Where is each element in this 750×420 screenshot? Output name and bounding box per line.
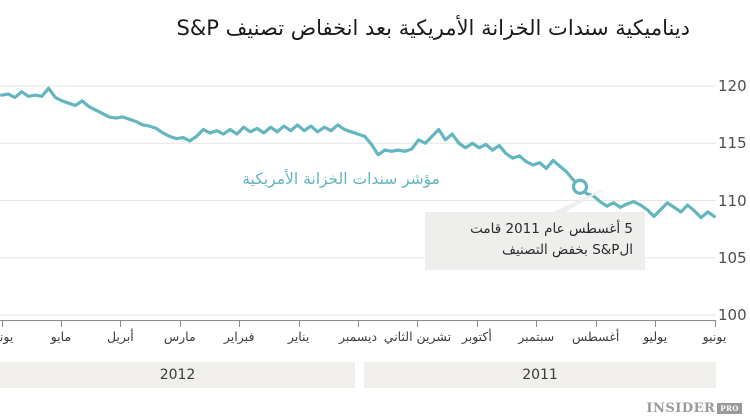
y-axis-labels: 120 115 110 105 100 bbox=[718, 77, 750, 330]
x-tick bbox=[1, 321, 3, 327]
x-tick bbox=[179, 321, 181, 327]
x-tick bbox=[655, 321, 657, 327]
x-tick bbox=[120, 321, 122, 327]
x-tick-label: يونيو bbox=[0, 329, 14, 344]
x-tick-label: يوليو bbox=[643, 329, 668, 344]
x-axis-ticks bbox=[0, 321, 716, 327]
x-tick-label: فبراير bbox=[223, 329, 255, 344]
year-band-label: 2011 bbox=[522, 367, 558, 383]
x-axis-labels: يونيو مايو أبريل مارس فبراير يناير ديسمبر تشرين… bbox=[0, 329, 726, 357]
x-tick bbox=[417, 321, 419, 327]
x-tick-label: أبريل bbox=[106, 329, 134, 344]
x-tick-label: أكتوبر bbox=[461, 329, 492, 344]
x-tick-label: تشرين الثاني bbox=[383, 329, 452, 344]
series-line bbox=[0, 86, 716, 220]
y-tick-label: 120 bbox=[718, 77, 747, 95]
x-tick-label: مايو bbox=[50, 329, 72, 344]
x-tick-label: يناير bbox=[287, 329, 310, 344]
page-title: ديناميكية سندات الخزانة الأمريكية بعد ان… bbox=[176, 16, 690, 40]
x-tick bbox=[60, 321, 62, 327]
x-tick bbox=[536, 321, 538, 327]
x-tick bbox=[476, 321, 478, 327]
x-tick-label: يونيو bbox=[702, 329, 727, 344]
x-tick-label: سبتمبر bbox=[518, 329, 555, 344]
logo-pro-badge: PRO bbox=[717, 403, 742, 414]
series-label: مؤشر سندات الخزانة الأمريكية bbox=[242, 170, 440, 188]
line-chart-svg bbox=[0, 85, 716, 316]
x-tick bbox=[239, 321, 241, 327]
x-tick-label: ديسمبر bbox=[338, 329, 378, 344]
annotation-line-1: 5 أغسطس عام 2011 قامت bbox=[470, 221, 633, 237]
year-band-2012: 2012 bbox=[0, 362, 355, 388]
x-axis-line bbox=[0, 320, 716, 321]
annotation-line-2: الS&P بخفض التصنيف bbox=[501, 241, 633, 258]
y-tick-label: 105 bbox=[718, 248, 747, 267]
y-tick-label: 100 bbox=[718, 306, 747, 324]
x-tick bbox=[595, 321, 597, 327]
insider-pro-logo: INSIDER PRO bbox=[646, 401, 742, 416]
x-tick bbox=[358, 321, 359, 327]
year-band-2011: 2011 bbox=[364, 362, 716, 388]
downgrade-marker-icon bbox=[571, 178, 589, 195]
x-tick-label: مارس bbox=[163, 329, 196, 344]
plot-area bbox=[0, 80, 716, 320]
x-tick-label: أغسطس bbox=[571, 329, 620, 344]
downgrade-annotation-callout: 5 أغسطس عام 2011 قامت الS&P بخفض التصنيف bbox=[425, 212, 645, 270]
y-tick-label: 110 bbox=[718, 191, 747, 210]
y-tick-label: 115 bbox=[718, 134, 747, 153]
x-tick bbox=[298, 321, 300, 327]
year-band-label: 2012 bbox=[159, 367, 196, 383]
x-tick bbox=[714, 321, 716, 327]
logo-wordmark: INSIDER bbox=[646, 401, 716, 416]
